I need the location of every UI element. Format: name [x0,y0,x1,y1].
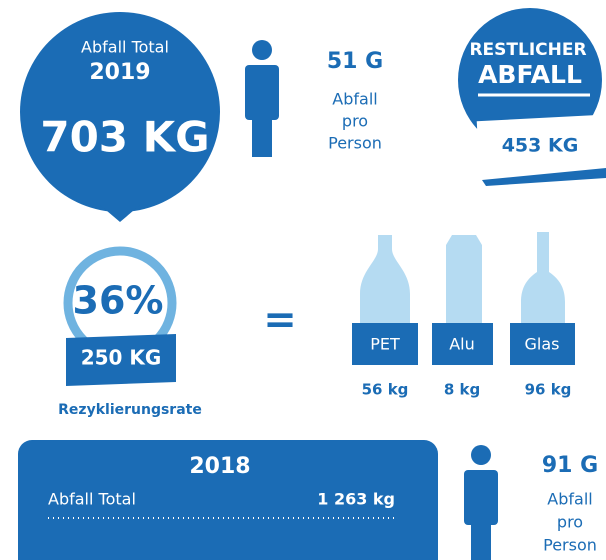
infographic: Abfall Total 2019 703 KG 51 G Abfall pro… [0,0,606,560]
total-amount: 703 KG [40,113,209,162]
per-person-text: pro [557,513,583,532]
per-person-text: Person [328,134,382,153]
equals: = [263,297,297,343]
per-person-amount: 51 G [327,49,383,74]
residual-amount: 453 KG [502,135,579,157]
previous-per-person-amount: 91 G [542,453,598,478]
total-label: Abfall Total [81,38,169,57]
per-person-text: Person [543,536,597,555]
total-year: 2019 [89,60,150,85]
per-person-text: Abfall [332,90,377,109]
bubble-tail [100,205,140,222]
item-name: Glas [525,335,560,354]
per-person-text: pro [342,112,368,131]
recycled-amount: 250 KG [81,346,162,370]
previous-label: Abfall Total [48,490,136,509]
item-amount: 56 kg [362,381,409,399]
previous-total: 1 263 kg [317,490,395,509]
rate: 36% [73,279,164,323]
rate-label: Rezyklierungsrate [58,402,202,418]
residual-title: RESTLICHER [469,40,586,60]
residual-title: ABFALL [478,60,582,89]
person-icon [245,40,279,157]
item-name: Alu [449,335,475,354]
person-icon [464,445,498,560]
item-name: PET [370,335,400,354]
per-person-text: Abfall [547,490,592,509]
previous-year: 2018 [189,454,250,479]
item-amount: 8 kg [444,381,480,399]
item-amount: 96 kg [525,381,572,399]
